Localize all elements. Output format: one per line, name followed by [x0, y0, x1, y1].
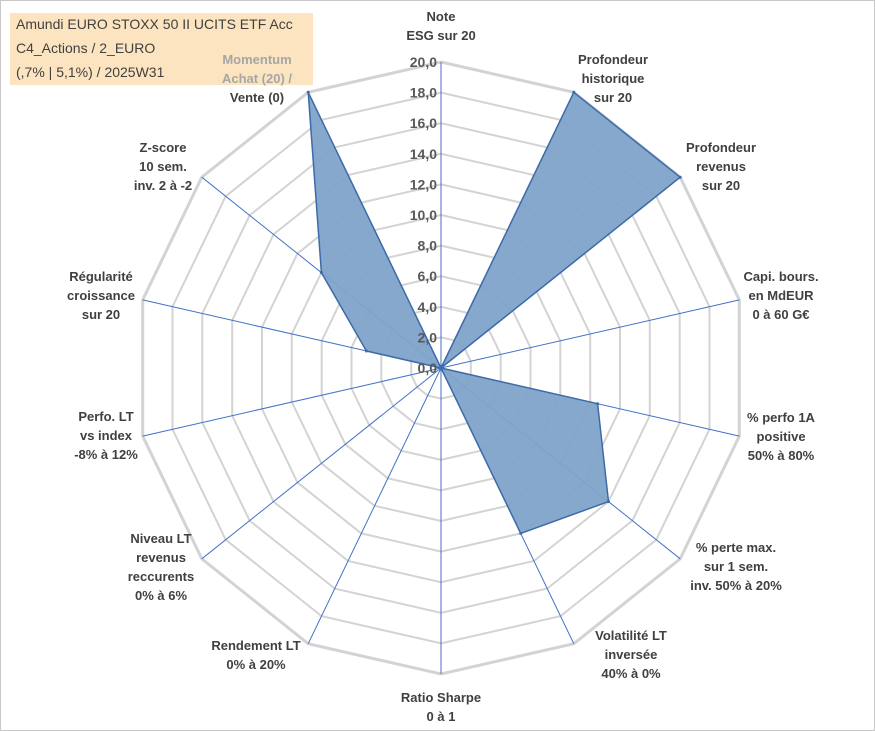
- axis-label-line: Vente (0): [230, 90, 284, 105]
- axis-label: Capi. bours. en MdEUR 0 à 60 G€: [743, 269, 818, 322]
- axis-label-line: 10 sem.: [139, 159, 187, 174]
- axis-spoke: [201, 367, 442, 560]
- axis-label-line: inv. 50% à 20%: [690, 578, 782, 593]
- axis-label: Volatilité LT inversée 40% à 0%: [595, 628, 667, 681]
- axis-label-line: -8% à 12%: [74, 447, 138, 462]
- axis-label: Profondeur revenus sur 20: [686, 140, 756, 193]
- data-point: [607, 500, 610, 504]
- axis-label-line: Ratio Sharpe: [401, 690, 481, 705]
- axis-label-line: sur 1 sem.: [704, 559, 768, 574]
- axis-label-line: sur 20: [702, 178, 740, 193]
- axis-label-line: Profondeur: [686, 140, 756, 155]
- axis-label: Ratio Sharpe 0 à 1: [401, 690, 481, 724]
- radial-tick-label: 14,0: [410, 146, 437, 162]
- radial-tick-label: 10,0: [410, 207, 437, 223]
- axis-label-line: sur 20: [594, 90, 632, 105]
- axis-label: Régularité croissance sur 20: [67, 269, 135, 322]
- axis-label-line: % perte max.: [696, 540, 776, 555]
- axis-label-line: 50% à 80%: [748, 448, 815, 463]
- axis-label-line: en MdEUR: [749, 288, 815, 303]
- axis-label-line: 0% à 6%: [135, 588, 187, 603]
- axis-label-line: 0% à 20%: [226, 657, 286, 672]
- data-point: [439, 366, 443, 370]
- axis-label-line: revenus: [136, 550, 186, 565]
- axis-label-line: Z-score: [140, 140, 187, 155]
- axis-label-line: Niveau LT: [130, 531, 191, 546]
- axis-label-line: % perfo 1A: [747, 410, 816, 425]
- data-series-area: [307, 91, 681, 535]
- chart-title-line-1: Amundi EURO STOXX 50 II UCITS ETF Acc: [16, 16, 293, 32]
- axis-label-line: Perfo. LT: [78, 409, 133, 424]
- radial-tick-label: 8,0: [418, 238, 438, 254]
- axis-label-line: 0 à 60 G€: [752, 307, 809, 322]
- axis-label-line: inversée: [605, 647, 658, 662]
- axis-label: Momentum Achat (20) / Vente (0): [222, 52, 292, 105]
- axis-label-line: Volatilité LT: [595, 628, 667, 643]
- axis-label: Niveau LT revenus reccurents 0% à 6%: [128, 531, 194, 603]
- axis-label-line: reccurents: [128, 569, 194, 584]
- axis-label: Rendement LT 0% à 20%: [211, 638, 300, 672]
- radial-tick-label: 2,0: [418, 329, 438, 345]
- axis-label-line: 0 à 1: [427, 709, 456, 724]
- axis-label-line: Achat (20) /: [222, 71, 292, 86]
- axis-label: Perfo. LT vs index -8% à 12%: [74, 409, 138, 462]
- axis-label-line: historique: [582, 71, 645, 86]
- axis-label-line: Régularité: [69, 269, 133, 284]
- axis-label-line: inv. 2 à -2: [134, 178, 192, 193]
- data-point: [572, 90, 576, 94]
- radial-tick-label: 4,0: [418, 299, 438, 315]
- radial-tick-label: 18,0: [410, 85, 437, 101]
- data-point: [519, 531, 523, 535]
- data-point: [319, 271, 323, 275]
- data-point: [364, 349, 368, 353]
- chart-title-line-3: (,7% | 5,1%) / 2025W31: [16, 64, 165, 80]
- radial-tick-label: 20,0: [410, 54, 437, 70]
- axis-label: % perte max. sur 1 sem. inv. 50% à 20%: [690, 540, 782, 593]
- axis-label-line: 40% à 0%: [601, 666, 661, 681]
- radial-tick-label: 12,0: [410, 176, 437, 192]
- axis-label: Profondeur historique sur 20: [578, 52, 648, 105]
- radial-tick-label: 6,0: [418, 268, 438, 284]
- axis-label: Z-score 10 sem. inv. 2 à -2: [134, 140, 192, 193]
- axis-spoke: [142, 367, 442, 437]
- data-point: [596, 402, 600, 406]
- radial-tick-label: 0,0: [418, 360, 438, 376]
- data-point: [678, 175, 682, 179]
- axis-label: % perfo 1A positive 50% à 80%: [747, 410, 816, 463]
- axis-label-line: sur 20: [82, 307, 120, 322]
- axis-label-line: croissance: [67, 288, 135, 303]
- axis-spoke: [440, 299, 740, 369]
- radial-tick-label: 16,0: [410, 115, 437, 131]
- axis-label-line: Profondeur: [578, 52, 648, 67]
- chart-title-box: Amundi EURO STOXX 50 II UCITS ETF Acc C4…: [10, 13, 313, 85]
- axis-label-line: Rendement LT: [211, 638, 300, 653]
- axis-label-line: revenus: [696, 159, 746, 174]
- chart-title-line-2: C4_Actions / 2_EURO: [16, 40, 156, 56]
- axis-label-line: positive: [756, 429, 805, 444]
- axis-label-line: Momentum: [222, 52, 291, 67]
- axis-label: Note ESG sur 20: [406, 9, 475, 43]
- axis-label-line: ESG sur 20: [406, 28, 475, 43]
- axis-label-line: Capi. bours.: [743, 269, 818, 284]
- axis-label-line: vs index: [80, 428, 133, 443]
- axis-spoke: [307, 367, 442, 644]
- data-point: [306, 90, 310, 94]
- axis-label-line: Note: [427, 9, 456, 24]
